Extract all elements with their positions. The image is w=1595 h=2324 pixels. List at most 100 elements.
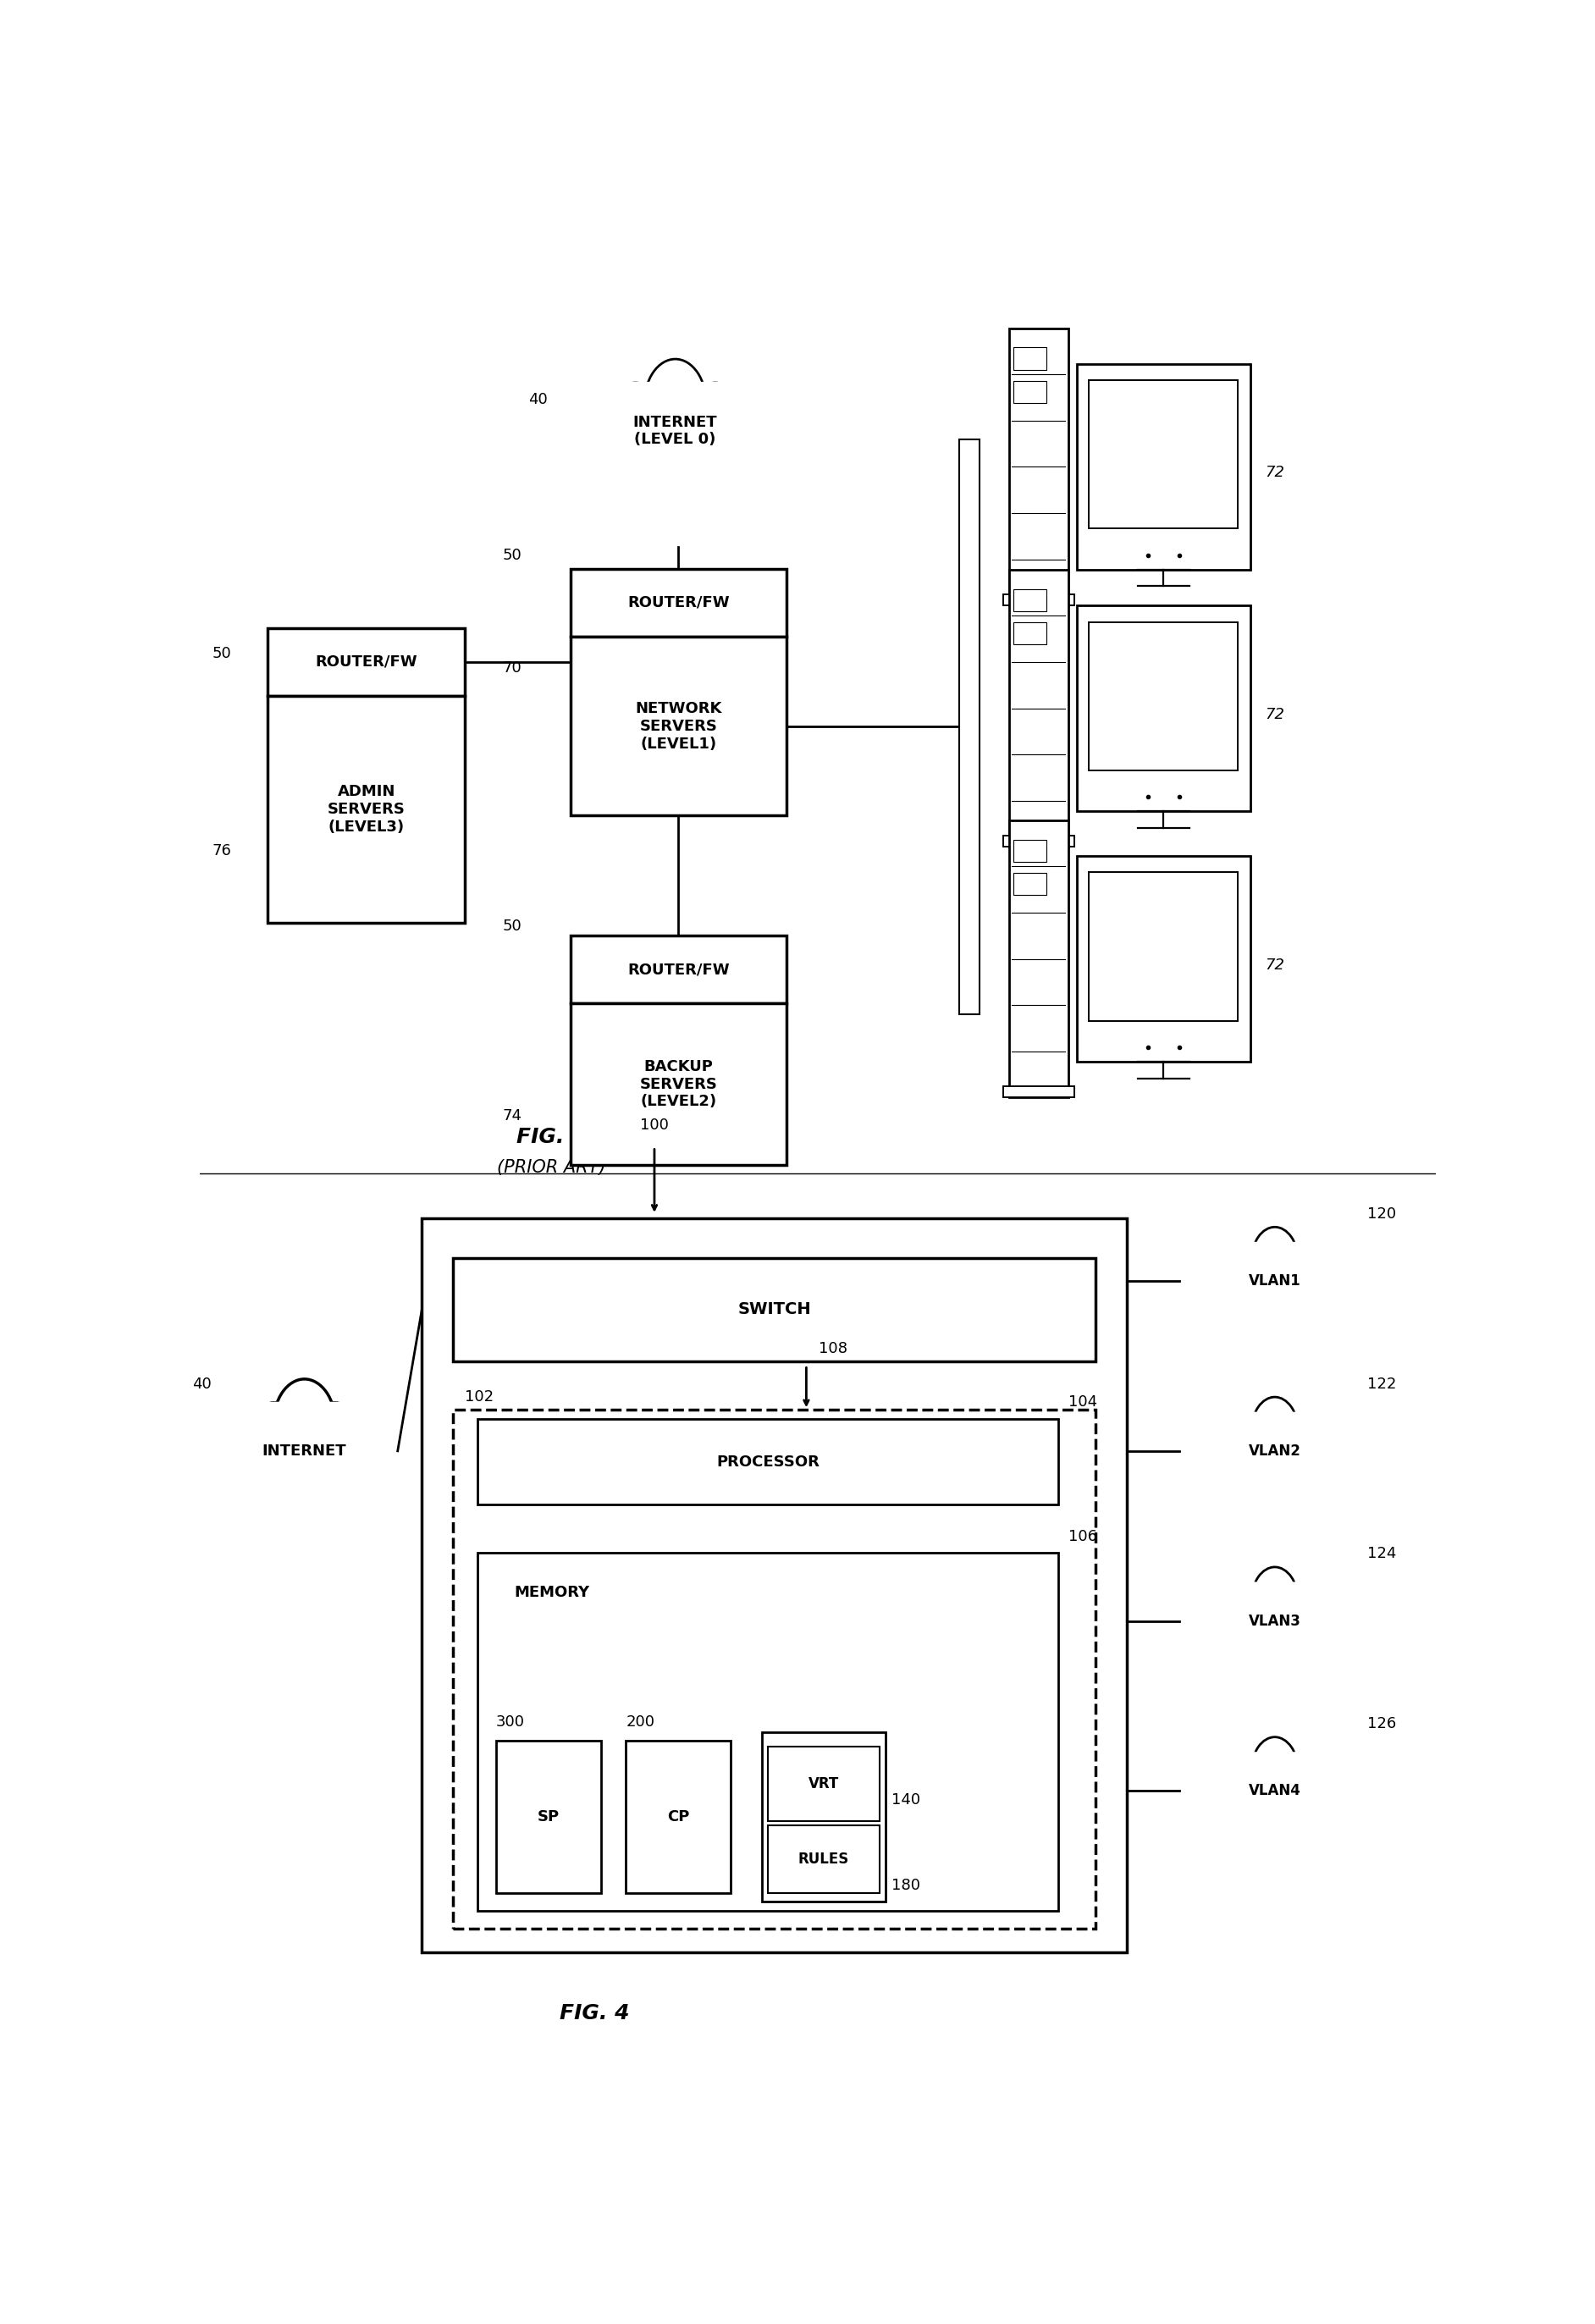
FancyBboxPatch shape <box>233 1401 376 1518</box>
Circle shape <box>630 425 675 490</box>
Text: 72: 72 <box>1265 465 1284 481</box>
Text: 108: 108 <box>818 1341 847 1357</box>
Circle shape <box>313 1404 357 1466</box>
Circle shape <box>1274 1618 1308 1666</box>
Text: FIG. 4: FIG. 4 <box>560 2003 630 2024</box>
Text: 200: 200 <box>625 1715 654 1729</box>
Circle shape <box>676 425 721 490</box>
Text: SP: SP <box>538 1810 560 1824</box>
Bar <box>496 1741 601 1894</box>
Bar <box>453 1257 1096 1362</box>
Circle shape <box>593 407 632 462</box>
Text: MEMORY: MEMORY <box>515 1585 590 1599</box>
Bar <box>762 1731 885 1901</box>
Circle shape <box>1274 1787 1308 1836</box>
Text: VLAN1: VLAN1 <box>1249 1274 1302 1287</box>
Bar <box>453 1411 1096 1929</box>
Circle shape <box>1228 1585 1262 1634</box>
Bar <box>1014 349 1046 370</box>
Bar <box>1014 588 1046 611</box>
Bar <box>571 569 786 637</box>
Bar <box>477 1552 1059 1910</box>
Bar <box>477 1418 1059 1504</box>
Text: 40: 40 <box>191 1376 211 1392</box>
Text: (PRIOR ART): (PRIOR ART) <box>498 1160 606 1176</box>
Circle shape <box>1252 1566 1298 1634</box>
Circle shape <box>1252 1227 1298 1294</box>
Text: 104: 104 <box>1069 1394 1097 1411</box>
Text: 76: 76 <box>212 844 231 858</box>
Circle shape <box>1306 1434 1335 1476</box>
Text: 100: 100 <box>640 1118 668 1132</box>
Bar <box>1014 839 1046 862</box>
Circle shape <box>719 407 758 462</box>
Text: ROUTER/FW: ROUTER/FW <box>316 655 418 669</box>
Circle shape <box>1287 1585 1321 1634</box>
Bar <box>1014 381 1046 402</box>
Bar <box>268 627 466 695</box>
FancyBboxPatch shape <box>1206 1583 1345 1673</box>
Text: 126: 126 <box>1367 1715 1397 1731</box>
Circle shape <box>692 383 737 446</box>
Bar <box>571 637 786 816</box>
Circle shape <box>1214 1264 1243 1306</box>
Circle shape <box>238 1427 276 1483</box>
Circle shape <box>300 1446 345 1511</box>
Text: ROUTER/FW: ROUTER/FW <box>627 962 729 976</box>
Circle shape <box>1287 1246 1321 1292</box>
Text: INTERNET
(LEVEL 0): INTERNET (LEVEL 0) <box>633 414 718 449</box>
Bar <box>625 1741 731 1894</box>
Text: 50: 50 <box>502 548 522 562</box>
Bar <box>1003 595 1075 607</box>
Text: ROUTER/FW: ROUTER/FW <box>627 595 729 611</box>
Circle shape <box>265 1446 309 1511</box>
Text: 70: 70 <box>502 660 522 676</box>
Text: 180: 180 <box>892 1878 920 1894</box>
Circle shape <box>1214 1604 1243 1645</box>
Text: 106: 106 <box>1069 1529 1097 1543</box>
Circle shape <box>1214 1773 1243 1815</box>
FancyBboxPatch shape <box>1206 1413 1345 1504</box>
Text: NETWORK
SERVERS
(LEVEL1): NETWORK SERVERS (LEVEL1) <box>635 702 721 751</box>
Text: 74: 74 <box>502 1109 522 1122</box>
Bar <box>1077 365 1250 569</box>
Text: ADMIN
SERVERS
(LEVEL3): ADMIN SERVERS (LEVEL3) <box>327 783 405 834</box>
Circle shape <box>1252 1736 1298 1806</box>
Text: VRT: VRT <box>809 1776 839 1792</box>
Text: 102: 102 <box>466 1390 494 1404</box>
Circle shape <box>1252 1397 1298 1464</box>
Circle shape <box>612 383 657 446</box>
Bar <box>1010 569 1069 846</box>
Bar <box>268 695 466 923</box>
Bar <box>1089 381 1238 528</box>
Bar <box>571 1004 786 1164</box>
Bar <box>1010 328 1069 607</box>
Text: FIG. 3: FIG. 3 <box>517 1127 587 1146</box>
Circle shape <box>1287 1415 1321 1464</box>
Text: INTERNET: INTERNET <box>262 1443 346 1459</box>
Bar <box>1003 1088 1075 1097</box>
Circle shape <box>1241 1787 1274 1836</box>
Circle shape <box>273 1378 335 1469</box>
Circle shape <box>1228 1246 1262 1292</box>
Text: VLAN2: VLAN2 <box>1249 1443 1302 1459</box>
Text: RULES: RULES <box>798 1852 849 1866</box>
Circle shape <box>1274 1448 1308 1494</box>
Bar <box>1089 623 1238 769</box>
Circle shape <box>1306 1773 1335 1815</box>
FancyBboxPatch shape <box>582 381 767 497</box>
Text: BACKUP
SERVERS
(LEVEL2): BACKUP SERVERS (LEVEL2) <box>640 1060 718 1109</box>
Circle shape <box>1228 1415 1262 1464</box>
Text: 40: 40 <box>528 393 547 407</box>
Bar <box>1077 607 1250 811</box>
Circle shape <box>1228 1755 1262 1803</box>
Bar <box>1003 837 1075 846</box>
Text: 122: 122 <box>1367 1376 1397 1392</box>
Circle shape <box>333 1427 372 1483</box>
Text: 50: 50 <box>502 918 522 934</box>
Text: 124: 124 <box>1367 1545 1397 1562</box>
FancyBboxPatch shape <box>1206 1241 1345 1334</box>
Bar <box>769 1824 879 1894</box>
Circle shape <box>1214 1434 1243 1476</box>
Text: VLAN4: VLAN4 <box>1249 1783 1302 1799</box>
